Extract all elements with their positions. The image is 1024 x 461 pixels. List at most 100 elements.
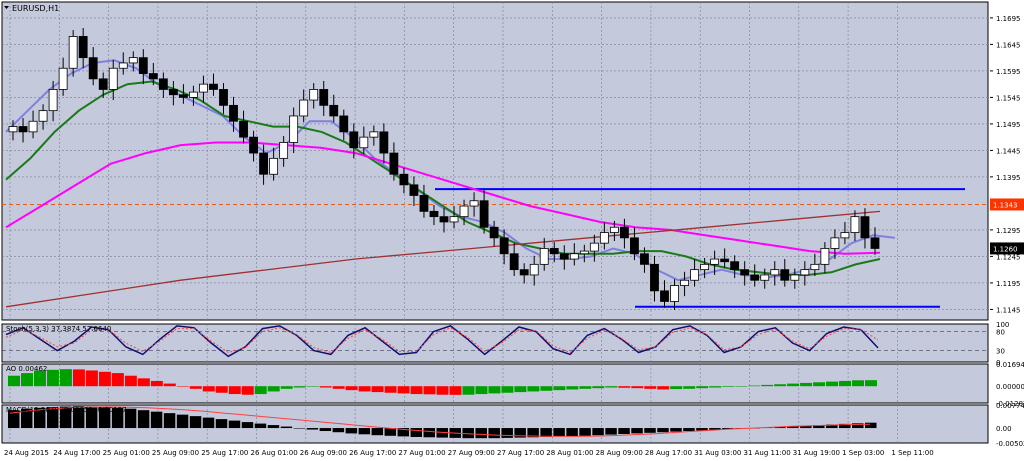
candle: [499, 237, 509, 255]
candle: [720, 258, 730, 263]
candle: [439, 216, 449, 223]
macd-bar: [514, 428, 526, 438]
candle: [269, 157, 279, 175]
macd-bar: [553, 428, 565, 437]
candle: [68, 36, 78, 69]
macd-bar: [319, 428, 332, 432]
macd-bar: [267, 425, 280, 429]
candle: [509, 253, 519, 271]
ao-bar: [267, 386, 280, 392]
candle: [459, 205, 469, 218]
ao-bar: [761, 384, 774, 387]
candle: [329, 104, 339, 117]
chevron-down-icon[interactable]: [4, 6, 9, 9]
candle: [399, 173, 409, 186]
x-tick-label: 28 Aug 17:00: [645, 449, 692, 457]
ao-bar: [98, 371, 111, 387]
ao-bar: [254, 386, 267, 395]
macd-bar: [20, 408, 33, 429]
macd-bar: [839, 423, 851, 429]
y-tick-label: 1.1545: [996, 94, 1021, 102]
ao-bar: [644, 386, 657, 389]
ao-bar: [826, 381, 839, 387]
ao-bar: [85, 370, 98, 387]
macd-bar: [293, 428, 306, 429]
macd-bar: [241, 422, 254, 429]
ao-bar: [33, 370, 46, 387]
candle: [389, 152, 399, 175]
ao-bar: [319, 386, 332, 388]
macd-bar: [540, 428, 552, 437]
ao-bar: [163, 383, 176, 387]
candle: [469, 200, 479, 207]
ao-bar: [709, 386, 722, 388]
ao-bar: [293, 386, 306, 388]
ao-bar: [189, 386, 202, 389]
ao-bar: [787, 383, 800, 387]
y-tick-label: 1.1295: [996, 227, 1021, 235]
macd-bar: [566, 428, 578, 437]
candle: [850, 216, 860, 233]
candle: [319, 89, 329, 106]
ao-bar: [241, 386, 254, 395]
macd-bar: [501, 428, 513, 438]
ao-bar: [8, 375, 20, 387]
ao-bar: [540, 386, 553, 391]
x-tick-label: 31 Aug 11:00: [744, 449, 791, 457]
candle: [549, 248, 559, 255]
macd-bar: [280, 426, 293, 429]
price-axis-strip: [989, 0, 1024, 457]
ao-bar: [306, 386, 319, 387]
ao-bar: [462, 386, 475, 395]
ao-bar: [137, 378, 150, 387]
x-tick-label: 31 Aug 19:00: [793, 449, 840, 457]
ao-bar: [735, 386, 748, 387]
macd-bar: [176, 414, 189, 429]
candle: [810, 263, 820, 271]
candle: [279, 142, 289, 159]
ao-bar: [774, 384, 787, 387]
macd-tick-label: 0.00: [996, 425, 1012, 433]
y-tick-label: 1.1595: [996, 68, 1021, 76]
macd-bar: [306, 428, 319, 430]
macd-bar: [527, 428, 539, 438]
candle: [660, 290, 669, 302]
x-tick-label: 1 Sep 11:00: [891, 449, 933, 457]
ao-bar: [228, 386, 241, 395]
candle: [38, 110, 48, 122]
macd-bar: [423, 428, 436, 438]
macd-bar: [709, 428, 721, 430]
macd-bar: [332, 428, 345, 433]
candle: [409, 184, 419, 196]
ao-bar: [280, 386, 293, 389]
x-tick-label: 27 Aug 17:00: [497, 449, 544, 457]
candle: [820, 248, 830, 265]
candle: [800, 269, 810, 276]
candle: [98, 78, 108, 90]
macd-bar: [488, 428, 500, 439]
ao-bar: [553, 386, 566, 391]
ao-bar: [358, 386, 371, 392]
candle: [489, 226, 499, 239]
ao-bar: [488, 386, 501, 394]
candle: [219, 89, 228, 106]
ao-bar: [436, 386, 449, 395]
stoch-main-line: [5, 325, 879, 358]
ao-bar: [371, 386, 384, 393]
x-tick-label: 1 Sep 03:00: [842, 449, 884, 457]
macd-bar: [605, 428, 617, 435]
macd-bar: [371, 428, 384, 436]
ao-bar: [20, 373, 33, 387]
x-tick-label: 25 Aug 01:00: [103, 449, 150, 457]
macd-bar: [124, 408, 137, 429]
ao-bar: [475, 386, 488, 395]
candle: [369, 131, 379, 138]
candle: [790, 274, 800, 281]
y-tick-label: 1.1245: [996, 253, 1021, 261]
macd-bar: [657, 428, 669, 433]
candle: [680, 279, 689, 286]
ao-tick-label: -0.01282: [996, 400, 1024, 408]
ao-bar: [72, 369, 85, 387]
macd-bar: [384, 428, 397, 436]
